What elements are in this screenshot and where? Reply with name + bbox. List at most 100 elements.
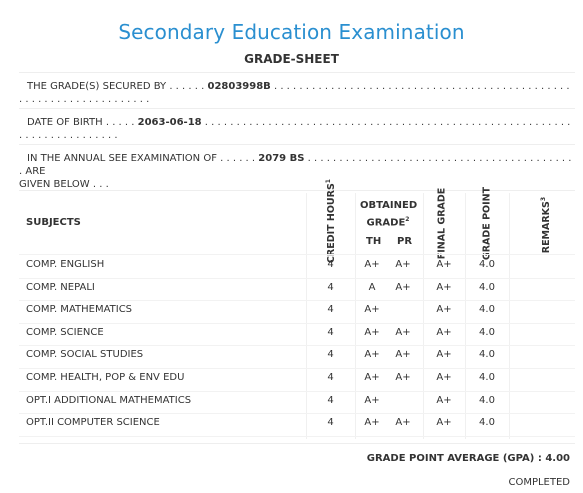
table-row: COMP. HEALTH, POP & ENV EDU 4 A+ A+ A+ 4.0 [19,368,575,390]
table-row: COMP. ENGLISH 4 A+ A+ A+ 4.0 [19,255,575,277]
dob-value: 2063-06-18 [137,117,202,128]
subjects-header: SUBJECTS [26,217,81,228]
divider [19,435,575,437]
point-cell: 4.0 [479,417,495,429]
subject-name: COMP. ENGLISH [26,259,105,270]
exam-line: IN THE ANNUAL SEE EXAMINATION OF . . . .… [19,152,575,191]
pr-cell: A+ [395,349,411,361]
table-row: COMP. SOCIAL STUDIES 4 A+ A+ A+ 4.0 [19,345,575,367]
final-cell: A+ [436,372,452,383]
final-cell: A+ [436,349,452,361]
credit-cell: 4 [327,326,334,338]
th-cell: A+ [364,372,380,383]
credit-hours-footnote: 1 [324,179,332,184]
pr-cell: A+ [395,326,411,338]
exam-tail: GIVEN BELOW . . . [19,179,109,190]
divider [19,413,575,415]
table-row: COMP. NEPALI 4 A A+ A+ 4.0 [19,278,575,300]
obtained-grade-header: OBTAINED GRADE2 [360,199,418,230]
exam-year: 2079 BS [258,153,305,164]
pr-cell: A+ [395,259,411,270]
secured-by-dots: . . . . . . . . . . . . . . . . . . . . … [19,81,570,105]
table-row: OPT.I ADDITIONAL MATHEMATICS 4 A+ A+ 4.0 [19,391,575,413]
final-cell: A+ [436,304,452,316]
dob-line: DATE OF BIRTH . . . . . 2063-06-18 . . .… [19,116,575,142]
pr-cell: A+ [395,372,411,383]
column-divider [509,193,510,439]
obtained-grade-label: OBTAINED GRADE [360,200,418,229]
divider [19,144,575,145]
th-header: TH [366,236,382,247]
exam-dots: . . . . . . . . . . . . . . . . . . . . … [19,153,572,177]
divider [19,322,575,324]
subject-name: COMP. SOCIAL STUDIES [26,349,144,361]
th-cell: A+ [364,394,380,406]
subject-name: COMP. SCIENCE [26,326,104,338]
dob-label: DATE OF BIRTH . . . . . [27,117,135,128]
divider [19,443,575,444]
credit-cell: 4 [327,417,334,429]
subject-name: OPT.I ADDITIONAL MATHEMATICS [26,394,192,406]
point-cell: 4.0 [479,259,495,270]
table-row: COMP. SCIENCE 4 A+ A+ A+ 4.0 [19,323,575,345]
th-cell: A+ [364,349,380,361]
credit-cell: 4 [327,259,334,270]
grade-point-header: GRADE POINT [481,186,493,261]
th-cell: A [368,281,376,293]
remarks-label: REMARKS [541,201,553,254]
divider [19,390,575,392]
point-cell: 4.0 [479,372,495,383]
credit-cell: 4 [327,394,334,406]
divider [19,368,575,369]
pr-cell: A+ [395,281,411,293]
remarks-header: REMARKS3 [538,187,552,263]
obtained-grade-footnote: 2 [405,216,410,223]
divider [19,190,575,191]
table-row: OPT.II COMPUTER SCIENCE 4 A+ A+ A+ 4.0 [19,413,575,435]
final-cell: A+ [436,259,452,270]
final-cell: A+ [436,417,452,429]
page-subtitle: GRADE-SHEET [244,52,339,66]
pr-header: PR [397,236,413,247]
column-divider [423,193,424,439]
subject-name: COMP. NEPALI [26,281,95,293]
subject-name: COMP. HEALTH, POP & ENV EDU [26,372,185,383]
subject-name: OPT.II COMPUTER SCIENCE [26,417,160,429]
column-divider [355,193,356,439]
subject-name: COMP. MATHEMATICS [26,304,133,316]
point-cell: 4.0 [479,326,495,338]
credit-cell: 4 [327,304,334,316]
gpa-line: GRADE POINT AVERAGE (GPA) : 4.00 [367,453,570,464]
secured-by-line: THE GRADE(S) SECURED BY . . . . . . 0280… [19,80,575,106]
remarks-footnote: 3 [539,196,547,202]
secured-by-label: THE GRADE(S) SECURED BY . . . . . . [27,81,205,92]
exam-label: IN THE ANNUAL SEE EXAMINATION OF . . . .… [27,153,256,164]
divider [19,254,575,255]
final-cell: A+ [436,281,452,293]
symbol-number: 02803998B [207,81,271,92]
th-cell: A+ [364,259,380,270]
divider [19,108,575,109]
final-cell: A+ [436,326,452,338]
gpa-label: GRADE POINT AVERAGE (GPA) : [366,453,542,464]
point-cell: 4.0 [479,349,495,361]
final-cell: A+ [436,394,452,406]
th-cell: A+ [364,326,380,338]
final-grade-header: FINAL GRADE [436,187,448,260]
pr-cell: A+ [395,417,411,429]
credit-cell: 4 [327,372,334,383]
point-cell: 4.0 [479,304,495,316]
credit-hours-header: CREDIT HOURS1 [323,179,337,263]
th-cell: A+ [364,304,380,316]
point-cell: 4.0 [479,281,495,293]
dob-dots: . . . . . . . . . . . . . . . . . . . . … [19,117,571,141]
divider [19,300,575,302]
page-title: Secondary Education Examination [118,20,465,44]
result-status: COMPLETED [508,477,570,488]
column-divider [306,193,307,439]
point-cell: 4.0 [479,394,495,406]
divider [19,277,575,279]
gpa-value: 4.00 [545,453,570,464]
credit-cell: 4 [327,281,334,293]
credit-hours-label: CREDIT HOURS [326,183,338,264]
